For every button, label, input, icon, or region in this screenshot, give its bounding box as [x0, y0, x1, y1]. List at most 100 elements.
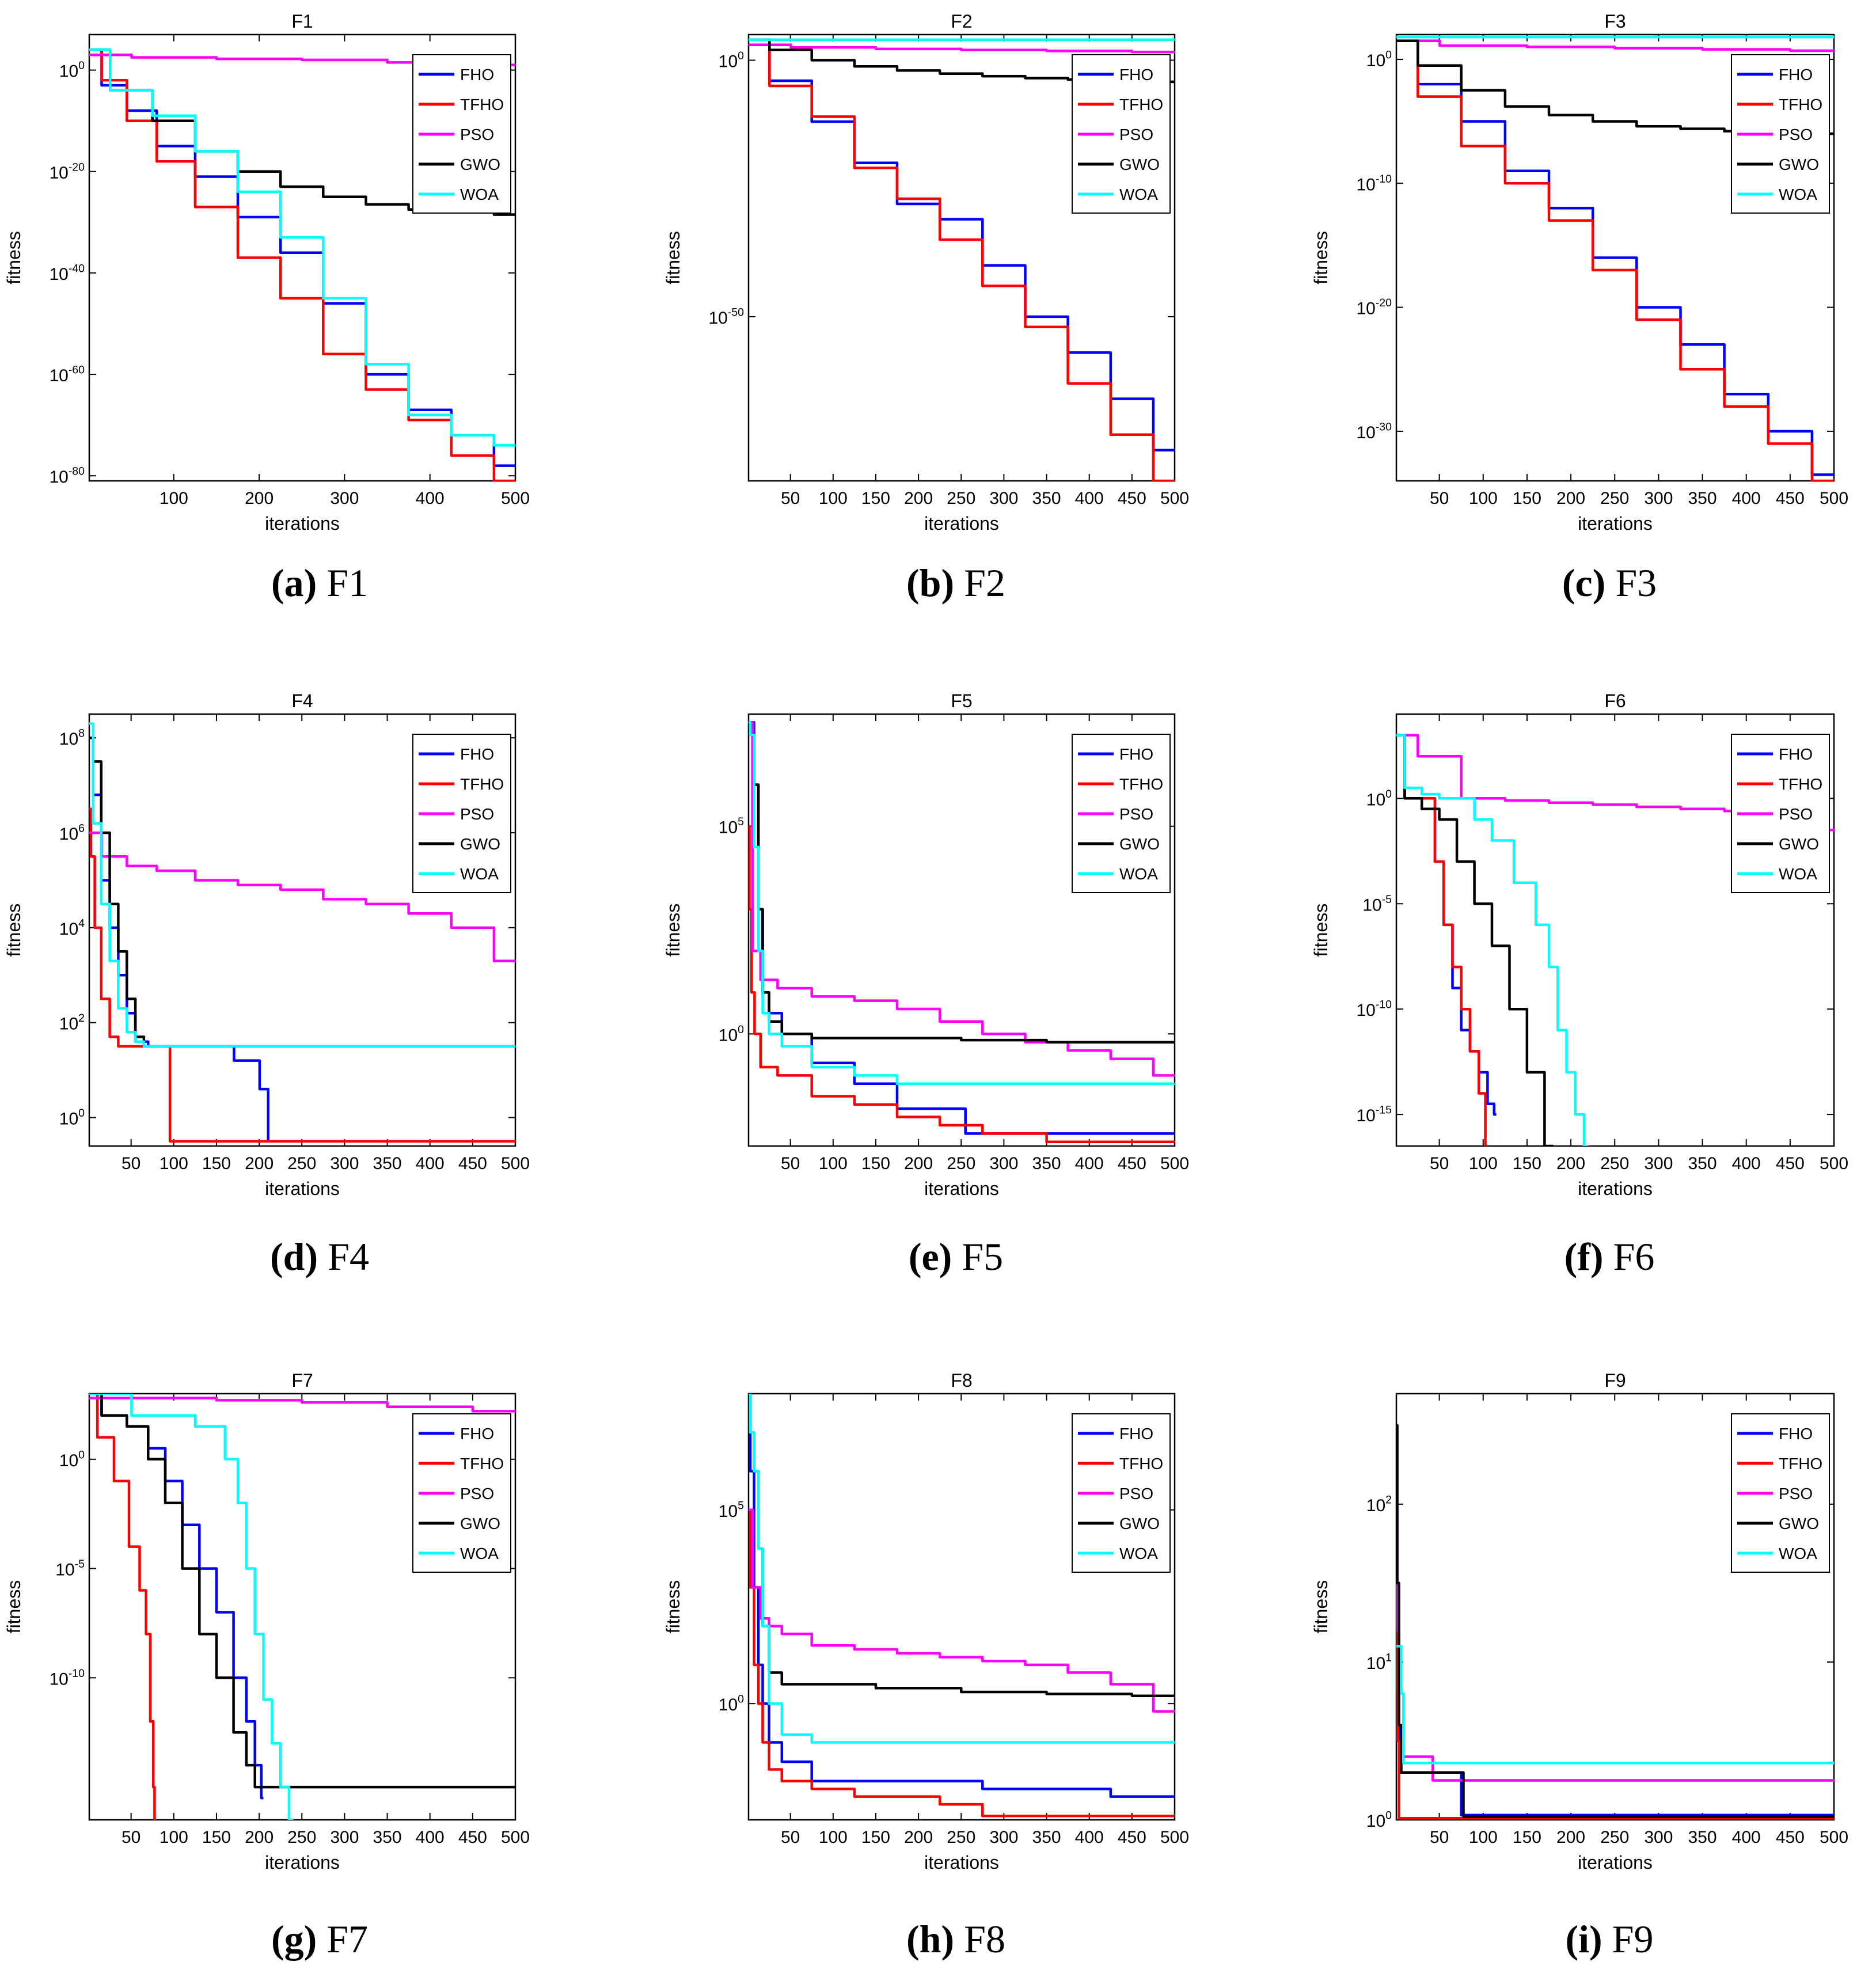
series-line-gwo: [1396, 1424, 1834, 1818]
x-tick-label: 300: [1644, 1154, 1673, 1173]
x-tick-label: 100: [160, 1828, 188, 1847]
x-axis-label: iterations: [265, 1852, 340, 1873]
legend-label-pso: PSO: [1119, 1485, 1153, 1503]
x-axis-label: iterations: [924, 1178, 999, 1199]
legend-label-woa: WOA: [460, 185, 499, 203]
legend-label-fho: FHO: [1119, 1425, 1153, 1443]
x-tick-label: 200: [904, 1154, 933, 1173]
series-line-tfho: [749, 825, 1175, 1144]
x-tick-label: 500: [1820, 489, 1848, 508]
y-tick-label: 10-10: [49, 1667, 85, 1689]
legend-label-woa: WOA: [1779, 185, 1817, 203]
series-line-woa: [1396, 734, 1589, 1146]
x-axis-label: iterations: [265, 513, 340, 534]
x-tick-label: 400: [1732, 1828, 1761, 1847]
x-tick-label: 50: [121, 1154, 140, 1173]
y-tick-label: 105: [719, 1499, 744, 1521]
x-tick-label: 50: [1430, 489, 1449, 508]
series-group: [749, 1394, 1175, 1818]
x-tick-label: 100: [1469, 1828, 1498, 1847]
x-tick-label: 450: [458, 1154, 487, 1173]
legend-label-pso: PSO: [1119, 805, 1153, 823]
chart-F6: 50 100 150 200 250 300 350 400 450 500 100 10-5 10-1…: [1311, 691, 1848, 1199]
x-tick-label: 350: [1032, 1154, 1061, 1173]
x-tick-label: 400: [1732, 489, 1761, 508]
legend-label-tfho: TFHO: [1779, 775, 1822, 793]
legend-label-pso: PSO: [460, 805, 494, 823]
y-tick-label: 104: [59, 917, 85, 939]
x-tick-label: 450: [1776, 489, 1805, 508]
x-tick-label: 300: [330, 1154, 359, 1173]
legend-label-gwo: GWO: [1779, 1515, 1819, 1532]
x-tick-label: 500: [1160, 1154, 1189, 1173]
x-tick-label: 200: [245, 1154, 274, 1173]
y-tick-label: 100: [59, 1448, 85, 1470]
legend-label-woa: WOA: [1779, 865, 1817, 883]
series-group: [749, 38, 1175, 481]
caption-f3: (c) F3: [1562, 561, 1657, 605]
x-tick-label: 250: [947, 1154, 975, 1173]
x-tick-label: 500: [1160, 1828, 1189, 1847]
x-tick-label: 100: [819, 1154, 848, 1173]
x-tick-label: 150: [1513, 1154, 1541, 1173]
x-tick-label: 250: [1600, 489, 1629, 508]
legend-label-tfho: TFHO: [460, 96, 504, 113]
caption-f7: (g) F7: [271, 1917, 368, 1961]
caption-f5: (e) F5: [909, 1235, 1003, 1278]
y-tick-label: 102: [1366, 1493, 1392, 1515]
y-tick-label: 105: [719, 815, 744, 837]
x-tick-label: 500: [501, 489, 530, 508]
legend-label-woa: WOA: [1119, 185, 1158, 203]
legend-label-woa: WOA: [1779, 1545, 1817, 1562]
x-tick-label: 300: [330, 489, 359, 508]
chart-title: F3: [1604, 11, 1626, 32]
legend: FHO TFHO PSO GWO WOA: [1072, 1413, 1171, 1573]
y-tick-label: 10-15: [1356, 1104, 1392, 1126]
legend-label-pso: PSO: [1779, 126, 1813, 143]
x-axis-label: iterations: [1578, 513, 1653, 534]
legend-label-fho: FHO: [1779, 1425, 1813, 1443]
x-axis-label: iterations: [1578, 1178, 1653, 1199]
x-axis-label: iterations: [265, 1178, 340, 1199]
x-tick-label: 150: [861, 1154, 890, 1173]
y-axis-label: fitness: [663, 904, 683, 957]
series-line-pso: [89, 831, 515, 962]
x-tick-label: 200: [245, 1828, 274, 1847]
legend-label-pso: PSO: [1779, 805, 1813, 823]
legend: FHO TFHO PSO GWO WOA: [1072, 734, 1171, 893]
chart-F8: 50 100 150 200 250 300 350 400 450 500 105 100 F8 ite…: [663, 1370, 1189, 1873]
x-tick-label: 50: [781, 1154, 800, 1173]
y-tick-label: 10-10: [1356, 173, 1392, 195]
legend: FHO TFHO PSO GWO WOA: [412, 54, 511, 214]
legend-label-fho: FHO: [460, 66, 494, 84]
x-tick-label: 100: [160, 1154, 188, 1173]
x-tick-label: 300: [1644, 489, 1673, 508]
y-tick-label: 10-20: [49, 161, 85, 183]
legend: FHO TFHO PSO GWO WOA: [1731, 54, 1830, 214]
series-group: [749, 721, 1175, 1144]
chart-F9: 50 100 150 200 250 300 350 400 450 500 102 101 100 F9…: [1311, 1370, 1848, 1873]
chart-title: F8: [951, 1370, 972, 1391]
series-line-tfho: [1396, 39, 1834, 481]
legend-label-fho: FHO: [1779, 66, 1813, 84]
x-tick-label: 350: [1688, 1828, 1717, 1847]
chart-title: F6: [1604, 691, 1626, 711]
x-tick-label: 300: [989, 1154, 1018, 1173]
x-tick-label: 350: [1032, 1828, 1061, 1847]
series-line-tfho: [89, 48, 515, 481]
y-tick-label: 100: [59, 59, 85, 81]
y-tick-label: 108: [59, 727, 85, 749]
legend-label-gwo: GWO: [1119, 155, 1160, 173]
x-tick-label: 50: [781, 489, 800, 508]
x-tick-label: 250: [947, 1828, 975, 1847]
y-tick-label: 102: [59, 1012, 85, 1034]
series-line-woa: [749, 721, 1175, 1086]
series-line-woa: [1396, 1645, 1834, 1765]
x-tick-label: 250: [1600, 1154, 1629, 1173]
x-tick-label: 100: [819, 489, 848, 508]
y-tick-label: 100: [59, 1107, 85, 1129]
chart-title: F7: [291, 1370, 313, 1391]
legend-label-gwo: GWO: [460, 1515, 500, 1532]
x-tick-label: 500: [1820, 1828, 1848, 1847]
x-tick-label: 150: [202, 1154, 231, 1173]
